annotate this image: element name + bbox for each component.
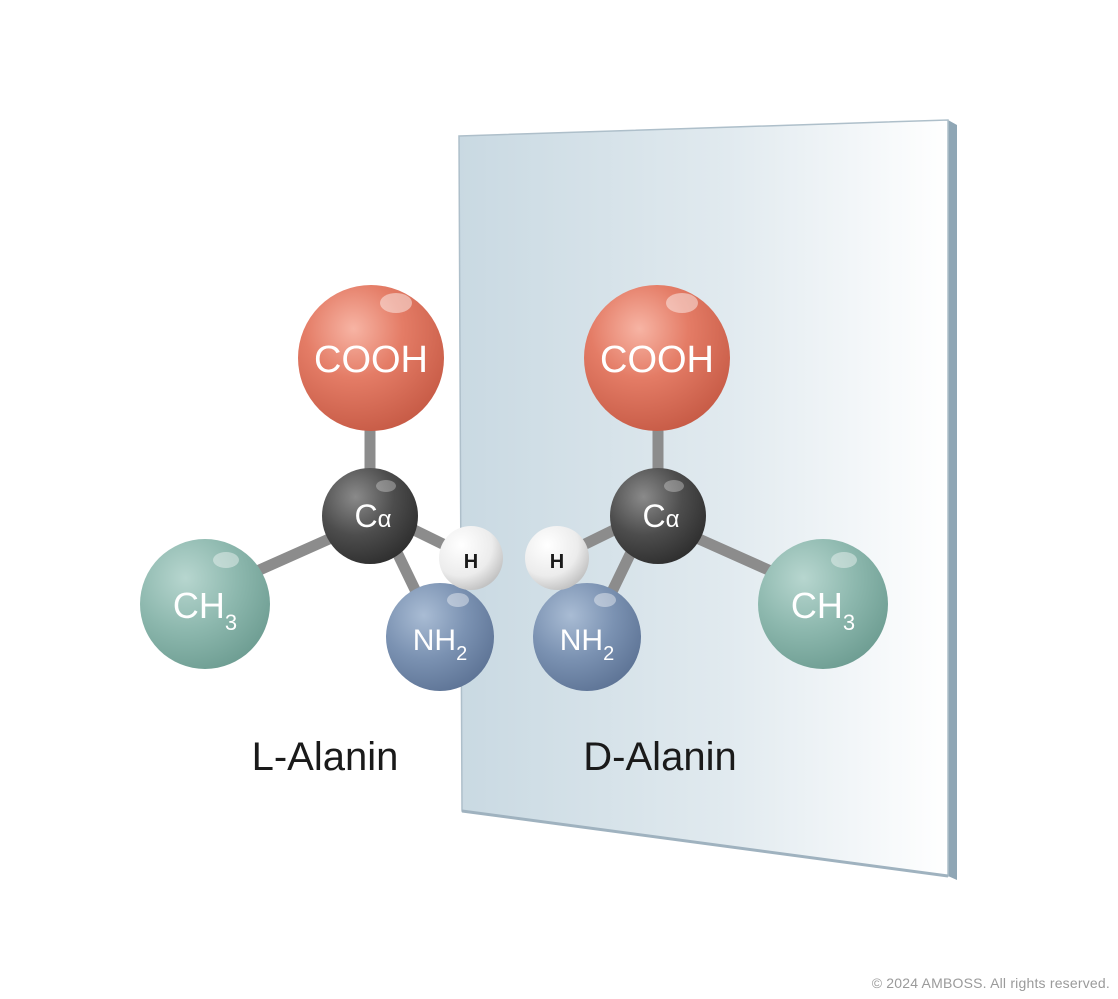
hydrogen-label: H: [550, 551, 564, 573]
amino-base: NH: [560, 624, 603, 657]
hydrogen-label: H: [464, 551, 478, 573]
amino-base: NH: [413, 624, 456, 657]
methyl-subscript: 3: [843, 610, 855, 635]
methyl-base: CH: [173, 585, 225, 626]
methyl-label: CH3: [791, 585, 855, 635]
amino-subscript: 2: [603, 643, 614, 665]
methyl-label: CH3: [173, 585, 237, 635]
alpha-carbon-subscript: α: [378, 506, 392, 533]
amino-label: NH2: [413, 624, 467, 665]
d-alanin-molecule: COOH CH3 NH2 Cα H D-Alanin: [525, 285, 888, 779]
l-alanin-molecule: COOH CH3 NH2 Cα H L-Alanin: [140, 285, 503, 779]
methyl-atom: CH3: [140, 539, 270, 669]
alpha-carbon-atom: Cα: [322, 468, 418, 564]
amino-label: NH2: [560, 624, 614, 665]
amino-subscript: 2: [456, 643, 467, 665]
amino-atom: NH2: [386, 583, 494, 691]
carboxyl-atom: COOH: [298, 285, 444, 431]
carboxyl-label: COOH: [600, 339, 714, 381]
copyright-notice: © 2024 AMBOSS. All rights reserved.: [871, 975, 1110, 991]
alpha-carbon-label: Cα: [355, 498, 392, 534]
methyl-base: CH: [791, 585, 843, 626]
methyl-atom: CH3: [758, 539, 888, 669]
hydrogen-atom: H: [525, 526, 589, 590]
molecule-name-l: L-Alanin: [252, 735, 399, 779]
alpha-carbon-base: C: [643, 498, 666, 534]
alpha-carbon-label: Cα: [643, 498, 680, 534]
amino-atom: NH2: [533, 583, 641, 691]
alpha-carbon-atom: Cα: [610, 468, 706, 564]
molecule-name-d: D-Alanin: [583, 735, 736, 779]
carboxyl-label: COOH: [314, 339, 428, 381]
hydrogen-atom: H: [439, 526, 503, 590]
alpha-carbon-base: C: [355, 498, 378, 534]
alpha-carbon-subscript: α: [666, 506, 680, 533]
methyl-subscript: 3: [225, 610, 237, 635]
carboxyl-atom: COOH: [584, 285, 730, 431]
